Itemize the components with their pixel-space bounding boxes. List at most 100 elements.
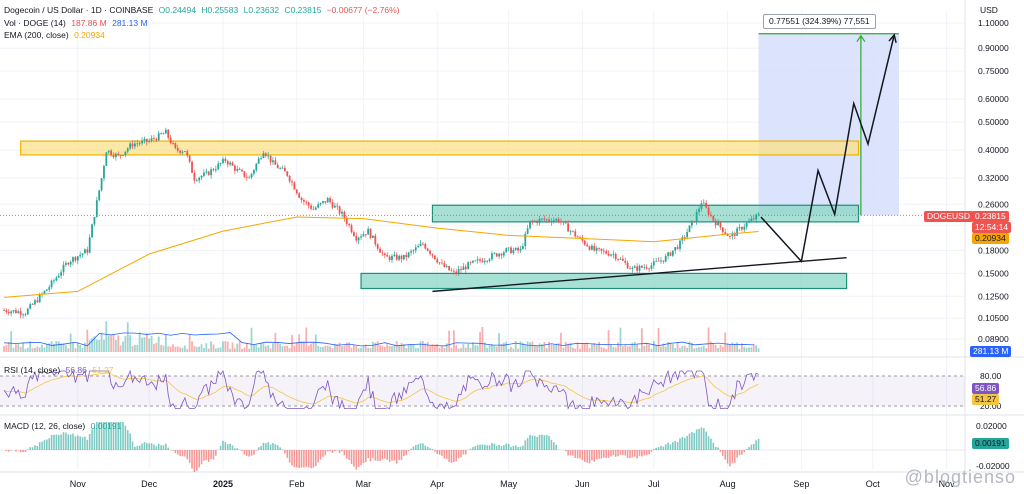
legend-symbol-row[interactable]: Dogecoin / US Dollar · 1D · COINBASE O0.… (4, 5, 402, 16)
legend-rsi-label: RSI (14, close) (4, 365, 61, 375)
macd-histogram-bar (384, 450, 386, 459)
volume-bar (34, 348, 36, 352)
volume-bar (260, 343, 262, 352)
candle-body (172, 143, 174, 144)
macd-histogram-bar (55, 434, 58, 450)
price-tag-macd: 0.00191 (972, 438, 1009, 449)
volume-bar (3, 346, 5, 352)
candle-body (67, 263, 70, 265)
candle-body (491, 253, 493, 260)
candle-body (605, 251, 608, 254)
macd-histogram-bar (36, 445, 39, 450)
volume-bar (745, 347, 748, 352)
candle-body (174, 143, 177, 149)
macd-histogram-bar (522, 445, 524, 450)
legend-ema-row[interactable]: EMA (200, close) 0.20934 (4, 30, 108, 41)
macd-histogram-bar (286, 450, 289, 458)
macd-histogram-bar (405, 450, 408, 456)
macd-histogram-bar (536, 436, 538, 450)
candle-body (298, 193, 301, 198)
rsi-band (0, 376, 965, 406)
candle-body (188, 155, 191, 162)
candle-body (643, 267, 646, 269)
volume-bar (88, 339, 91, 352)
macd-histogram-bar (146, 442, 148, 450)
macd-histogram-bar (412, 446, 415, 450)
macd-histogram-bar (393, 450, 396, 461)
legend-rsi-row[interactable]: RSI (14, close) 56.86 51.27 (4, 365, 117, 376)
volume-bar (338, 342, 341, 352)
candle-body (241, 169, 243, 172)
candle-body (274, 160, 277, 165)
volume-bar (448, 330, 451, 352)
volume-bar (557, 342, 560, 352)
macd-histogram-bar (603, 450, 605, 458)
candle-body (157, 133, 160, 141)
macd-histogram-bar (719, 450, 722, 452)
macd-histogram-bar (710, 438, 712, 450)
macd-histogram-bar (357, 450, 360, 468)
candle-body (581, 237, 584, 241)
volume-bar (481, 327, 484, 352)
candle-body (43, 290, 46, 294)
candle-body (229, 162, 232, 165)
time-tick-label: Jul (648, 479, 660, 489)
volume-bar (50, 341, 53, 352)
candle-body (100, 178, 103, 191)
volume-bar (5, 344, 8, 352)
macd-histogram-bar (379, 450, 381, 462)
macd-histogram-bar (362, 450, 365, 464)
candle-body (631, 267, 634, 269)
legend-rsi-value2: 51.27 (92, 365, 114, 375)
macd-histogram-bar (360, 450, 362, 466)
volume-bar (376, 341, 379, 352)
candle-body (500, 253, 503, 256)
macd-histogram-bar (510, 446, 512, 450)
macd-histogram-bar (607, 450, 610, 458)
legend-volume-row[interactable]: Vol · DOGE (14) 187.86 M 281.13 M (4, 18, 151, 29)
candle-body (567, 223, 570, 232)
candle-body (519, 248, 522, 251)
macd-histogram-bar (272, 442, 274, 450)
candle-body (269, 155, 272, 163)
projection-arrow-head (856, 34, 866, 43)
legend-macd-row[interactable]: MACD (12, 26, close) 0.00191 (4, 421, 124, 432)
macd-histogram-bar (702, 428, 705, 450)
macd-histogram-bar (119, 422, 122, 450)
volume-bar (29, 341, 32, 352)
candle-body (555, 218, 558, 221)
macd-histogram-bar (386, 450, 389, 460)
candle-body (222, 158, 224, 163)
candle-body (293, 182, 296, 190)
volume-bar (548, 341, 550, 352)
macd-histogram-bar (486, 445, 488, 450)
candle-body (310, 205, 312, 209)
candle-body (153, 138, 155, 140)
volume-bar (62, 343, 65, 352)
macd-histogram-bar (98, 422, 101, 450)
legend-close: C0.23815 (284, 5, 322, 15)
candle-body (660, 260, 662, 262)
macd-histogram-bar (364, 450, 367, 463)
candle-body (588, 246, 591, 250)
macd-histogram-bar (236, 448, 239, 450)
macd-histogram-bar (569, 450, 572, 456)
volume-bar (583, 343, 586, 352)
volume-bar (272, 343, 274, 352)
candle-body (724, 232, 727, 234)
volume-bar (388, 345, 391, 352)
candle-body (740, 227, 743, 230)
candle-body (472, 260, 474, 263)
macd-histogram-bar (250, 450, 253, 456)
candle-body (338, 206, 341, 214)
macd-histogram-bar (243, 450, 246, 455)
volume-bar (472, 342, 474, 352)
volume-bar (324, 345, 327, 352)
candle-body (281, 167, 284, 169)
macd-histogram-bar (322, 450, 324, 457)
macd-histogram-bar (303, 450, 305, 468)
candle-body (410, 251, 412, 253)
candle-body (521, 246, 524, 249)
candle-body (669, 252, 672, 256)
